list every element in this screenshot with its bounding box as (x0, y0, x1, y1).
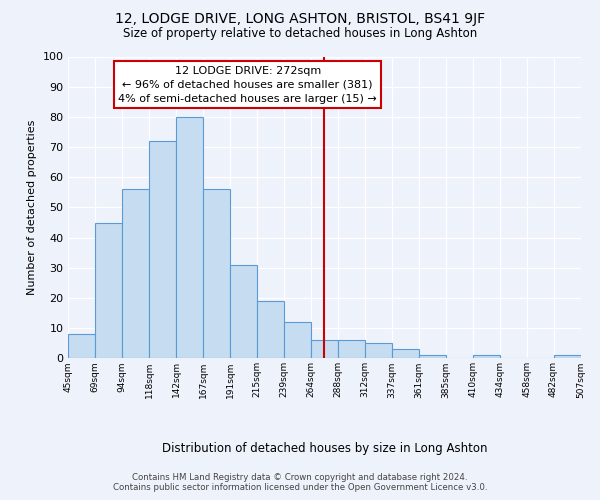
Bar (176, 117, 203, 358)
Bar (365, 344, 392, 358)
Bar (419, 356, 446, 358)
Y-axis label: Number of detached properties: Number of detached properties (27, 120, 37, 295)
Text: 12 LODGE DRIVE: 272sqm
← 96% of detached houses are smaller (381)
4% of semi-det: 12 LODGE DRIVE: 272sqm ← 96% of detached… (118, 66, 377, 104)
Bar (392, 350, 419, 358)
Bar (95, 222, 122, 358)
Bar (473, 356, 500, 358)
Bar (257, 301, 284, 358)
Bar (230, 265, 257, 358)
Bar (203, 190, 230, 358)
Bar (311, 340, 338, 358)
Bar (122, 190, 149, 358)
Text: Contains HM Land Registry data © Crown copyright and database right 2024.
Contai: Contains HM Land Registry data © Crown c… (113, 473, 487, 492)
Bar (284, 322, 311, 358)
Bar (149, 141, 176, 358)
Bar (68, 334, 95, 358)
X-axis label: Distribution of detached houses by size in Long Ashton: Distribution of detached houses by size … (162, 442, 487, 455)
Bar (338, 340, 365, 358)
Text: 12, LODGE DRIVE, LONG ASHTON, BRISTOL, BS41 9JF: 12, LODGE DRIVE, LONG ASHTON, BRISTOL, B… (115, 12, 485, 26)
Text: Size of property relative to detached houses in Long Ashton: Size of property relative to detached ho… (123, 28, 477, 40)
Bar (554, 356, 581, 358)
